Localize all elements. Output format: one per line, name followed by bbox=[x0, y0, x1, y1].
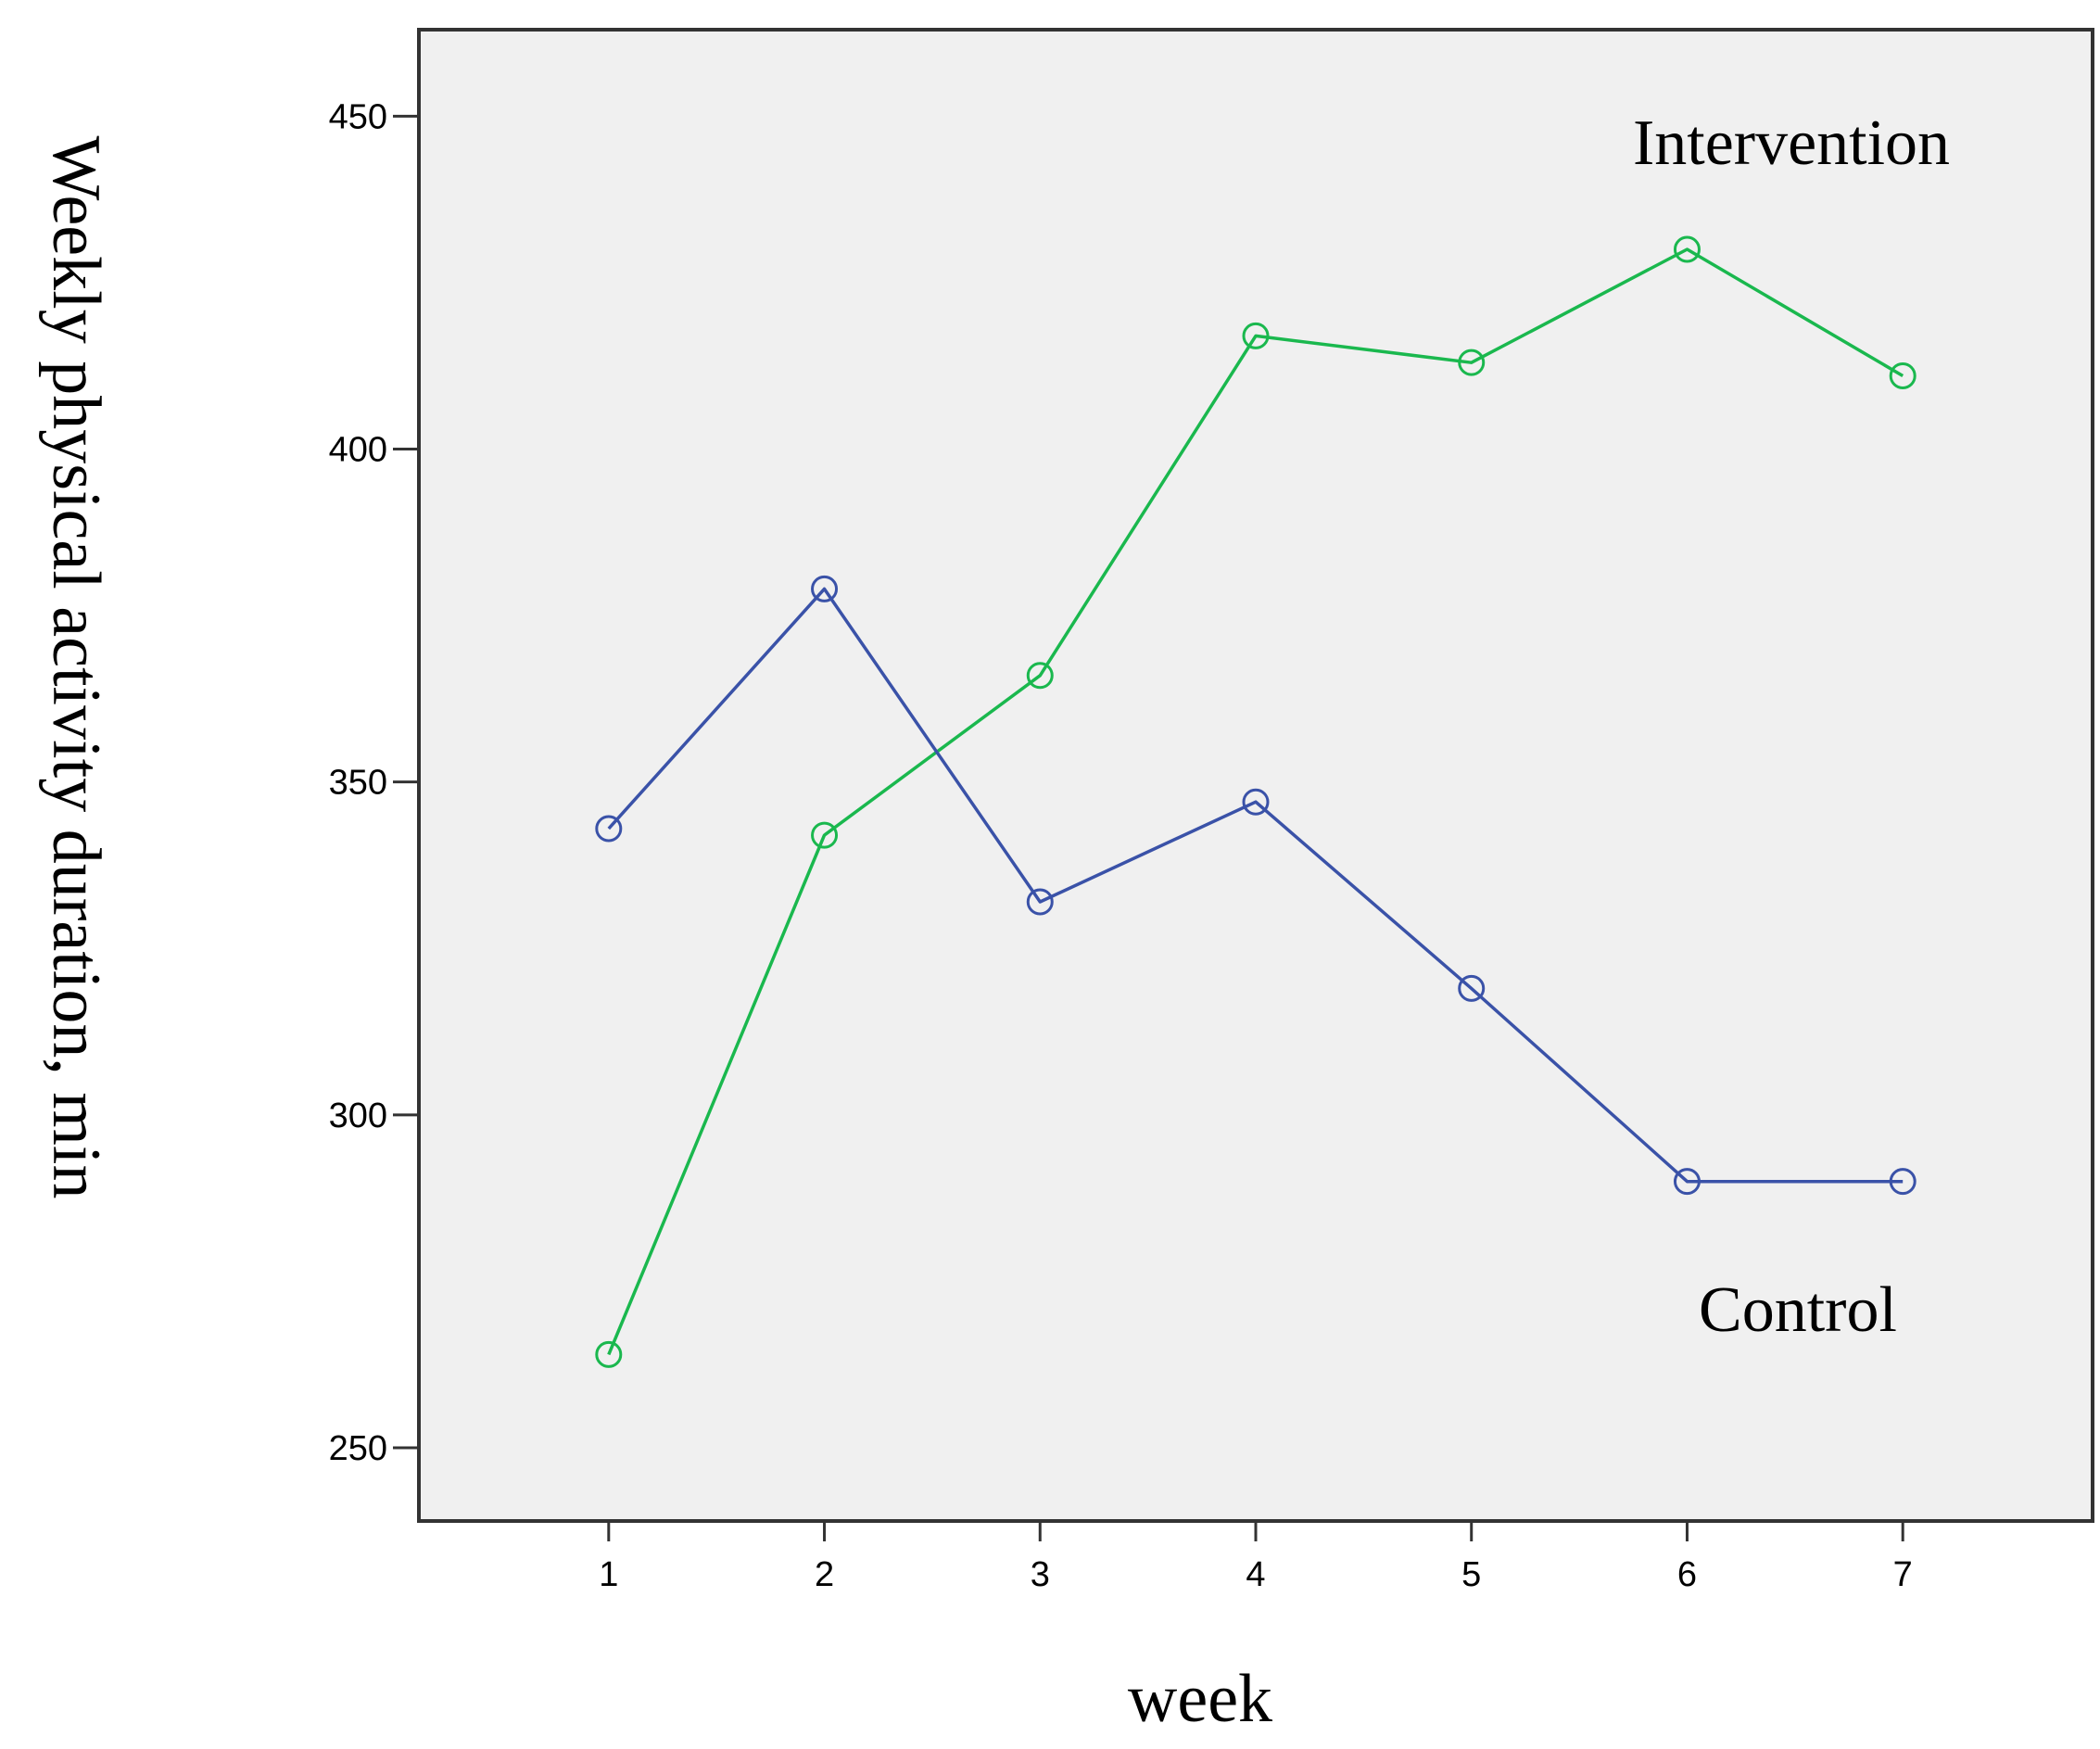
control-point-week-1 bbox=[595, 815, 623, 843]
x-tick-label-2: 2 bbox=[815, 1555, 834, 1594]
y-tick-label-300: 300 bbox=[329, 1096, 387, 1135]
control-point-week-5 bbox=[1458, 974, 1486, 1002]
y-axis-title: Weekly physical activity duration, min bbox=[38, 136, 114, 1199]
control-line bbox=[607, 587, 1904, 1184]
x-tick-label-6: 6 bbox=[1677, 1555, 1697, 1594]
plot-area bbox=[417, 28, 2094, 1523]
control-series bbox=[595, 575, 1917, 1196]
x-tick-label-7: 7 bbox=[1893, 1555, 1913, 1594]
intervention-point-week-6 bbox=[1673, 235, 1701, 263]
intervention-series bbox=[595, 235, 1917, 1368]
y-tick-label-250: 250 bbox=[329, 1429, 387, 1468]
y-tick-label-450: 450 bbox=[329, 97, 387, 136]
intervention-point-week-7 bbox=[1889, 362, 1917, 390]
intervention-point-week-2 bbox=[811, 821, 839, 849]
control-point-week-6 bbox=[1673, 1168, 1701, 1196]
x-axis: 1 2 3 4 5 6 7 bbox=[599, 1521, 1913, 1594]
x-tick-label-1: 1 bbox=[599, 1555, 618, 1594]
intervention-point-week-1 bbox=[595, 1340, 623, 1368]
intervention-line bbox=[607, 247, 1904, 1356]
control-point-week-2 bbox=[811, 575, 839, 602]
intervention-point-week-4 bbox=[1242, 322, 1270, 349]
control-point-week-4 bbox=[1242, 788, 1270, 816]
x-axis-title: week bbox=[1128, 1661, 1272, 1737]
intervention-point-week-3 bbox=[1026, 662, 1054, 690]
series-layer bbox=[595, 235, 1917, 1368]
control-point-week-3 bbox=[1026, 888, 1054, 916]
intervention-point-week-5 bbox=[1458, 349, 1486, 376]
x-tick-label-5: 5 bbox=[1461, 1555, 1481, 1594]
y-axis: 250 300 350 400 450 bbox=[329, 97, 419, 1468]
x-tick-label-4: 4 bbox=[1246, 1555, 1265, 1594]
control-series-label: Control bbox=[1699, 1274, 1897, 1346]
control-point-week-7 bbox=[1889, 1168, 1917, 1196]
y-tick-label-400: 400 bbox=[329, 431, 387, 470]
y-tick-label-350: 350 bbox=[329, 764, 387, 803]
x-tick-label-3: 3 bbox=[1031, 1555, 1050, 1594]
intervention-series-label: Intervention bbox=[1633, 108, 1950, 179]
